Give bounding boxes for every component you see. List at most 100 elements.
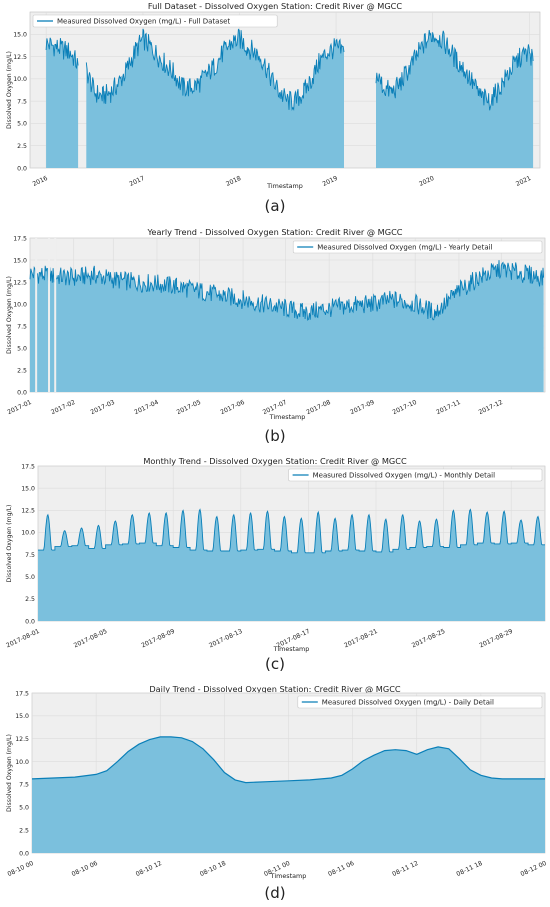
y-tick-label: 15.0 <box>15 713 29 720</box>
y-axis-label: Dissolved Oxygen (mg/L) <box>6 51 13 129</box>
series-area <box>30 260 544 392</box>
y-tick-label: 12.5 <box>13 279 27 286</box>
figure-caption: (b) <box>264 427 286 445</box>
figure-caption: (d) <box>264 884 286 902</box>
x-axis-label: Timestamp <box>269 413 306 421</box>
y-tick-label: 17.5 <box>21 463 35 470</box>
y-tick-label: 12.5 <box>15 736 29 743</box>
x-tick-label: 2019 <box>322 175 339 188</box>
series-area <box>38 509 545 621</box>
series-line <box>375 30 534 111</box>
y-tick-label: 5.0 <box>19 805 29 812</box>
y-tick-label: 2.5 <box>17 367 27 374</box>
x-tick-label: 2017-02 <box>50 399 76 416</box>
series-line <box>29 260 545 321</box>
y-tick-label: 5.0 <box>25 574 35 581</box>
x-axis-label: Timestamp <box>270 872 307 880</box>
y-tick-label: 0.0 <box>19 850 29 857</box>
chart-title: Yearly Trend - Dissolved Oxygen Station:… <box>147 227 403 237</box>
y-tick-label: 2.5 <box>25 596 35 603</box>
y-tick-label: 0.0 <box>17 165 27 172</box>
x-tick-label: 2017-06 <box>219 399 245 416</box>
x-tick-label: 2017 <box>128 175 145 188</box>
y-axis-label: Dissolved Oxygen (mg/L) <box>6 505 13 583</box>
x-tick-label: 2017-08-29 <box>478 628 514 650</box>
y-tick-label: 15.0 <box>21 485 35 492</box>
x-tick-label: 2020 <box>418 175 435 188</box>
y-tick-label: 7.5 <box>25 552 35 559</box>
x-tick-label: 2018 <box>225 175 242 188</box>
y-axis-label: Dissolved Oxygen (mg/L) <box>6 276 13 354</box>
x-tick-label: 2017-05 <box>176 399 202 416</box>
y-tick-label: 10.0 <box>13 76 27 83</box>
y-tick-label: 15.0 <box>13 257 27 264</box>
legend-box <box>297 695 543 709</box>
chart-svg: Monthly Trend - Dissolved Oxygen Station… <box>5 456 546 653</box>
y-tick-label: 7.5 <box>19 782 29 789</box>
x-tick-label: 08-10 06 <box>71 860 99 878</box>
series-line <box>85 28 345 111</box>
x-tick-label: 08-10 18 <box>199 860 227 878</box>
series-area <box>86 28 345 169</box>
x-tick-label: 2017-10 <box>392 399 418 416</box>
x-tick-label: 2017-08-01 <box>5 628 41 650</box>
chart-title: Monthly Trend - Dissolved Oxygen Station… <box>143 456 407 466</box>
y-tick-label: 5.0 <box>17 121 27 128</box>
y-tick-label: 2.5 <box>19 827 29 834</box>
x-tick-label: 2017-01 <box>6 399 32 416</box>
y-tick-label: 17.5 <box>15 690 29 697</box>
legend-label: Measured Dissolved Oxygen (mg/L) - Yearl… <box>317 244 492 252</box>
chart-title: Full Dataset - Dissolved Oxygen Station:… <box>148 1 402 11</box>
chart-panel-a: Full Dataset - Dissolved Oxygen Station:… <box>0 0 550 220</box>
x-tick-label: 08-11 18 <box>455 860 483 878</box>
y-tick-label: 12.5 <box>13 54 27 61</box>
y-tick-label: 12.5 <box>21 508 35 515</box>
x-tick-label: 08-12 00 <box>520 860 548 878</box>
data-gap <box>48 238 51 392</box>
x-tick-label: 2017-12 <box>478 399 504 416</box>
x-tick-label: 2017-08-09 <box>140 628 176 650</box>
x-tick-label: 2016 <box>32 175 49 188</box>
legend-box <box>32 14 278 28</box>
series-area <box>376 30 534 168</box>
y-tick-label: 7.5 <box>17 98 27 105</box>
figure-caption: (a) <box>264 197 286 215</box>
data-gap <box>35 238 38 392</box>
y-tick-label: 10.0 <box>21 530 35 537</box>
series-line <box>45 37 79 70</box>
chart-svg: Yearly Trend - Dissolved Oxygen Station:… <box>6 227 546 421</box>
data-gap <box>54 238 57 392</box>
chart-panel-b: Yearly Trend - Dissolved Oxygen Station:… <box>0 226 550 448</box>
y-tick-label: 7.5 <box>17 323 27 330</box>
x-tick-label: 2017-08-21 <box>343 628 379 650</box>
x-axis-label: Timestamp <box>273 645 310 653</box>
legend-box <box>292 240 543 254</box>
x-axis-label: Timestamp <box>266 182 303 190</box>
y-tick-label: 0.0 <box>25 618 35 625</box>
legend-label: Measured Dissolved Oxygen (mg/L) - Daily… <box>322 699 494 707</box>
y-axis-label: Dissolved Oxygen (mg/L) <box>6 734 13 812</box>
chart-panel-d: Daily Trend - Dissolved Oxygen Station: … <box>0 683 550 905</box>
y-tick-label: 15.0 <box>13 32 27 39</box>
chart-svg: Daily Trend - Dissolved Oxygen Station: … <box>6 684 548 880</box>
x-tick-label: 08-10 12 <box>135 860 163 878</box>
chart-title: Daily Trend - Dissolved Oxygen Station: … <box>149 684 401 694</box>
y-tick-label: 2.5 <box>17 143 27 150</box>
x-tick-label: 2017-08-25 <box>411 628 447 650</box>
x-tick-label: 2017-03 <box>90 399 116 416</box>
legend-label: Measured Dissolved Oxygen (mg/L) - Month… <box>313 472 495 480</box>
x-tick-label: 2017-04 <box>133 399 159 416</box>
y-tick-label: 10.0 <box>15 759 29 766</box>
chart-svg: Full Dataset - Dissolved Oxygen Station:… <box>6 1 541 190</box>
legend-label: Measured Dissolved Oxygen (mg/L) - Full … <box>57 18 230 26</box>
x-tick-label: 2017-11 <box>435 399 461 416</box>
x-tick-label: 2017-08 <box>305 399 331 416</box>
y-tick-label: 5.0 <box>17 345 27 352</box>
figure-caption: (c) <box>265 655 285 673</box>
series-area <box>32 736 545 853</box>
chart-panel-c: Monthly Trend - Dissolved Oxygen Station… <box>0 455 550 677</box>
y-tick-label: 0.0 <box>17 389 27 396</box>
x-tick-label: 08-10 00 <box>7 860 35 878</box>
x-tick-label: 2017-08-13 <box>208 628 244 650</box>
legend-box <box>288 468 543 482</box>
